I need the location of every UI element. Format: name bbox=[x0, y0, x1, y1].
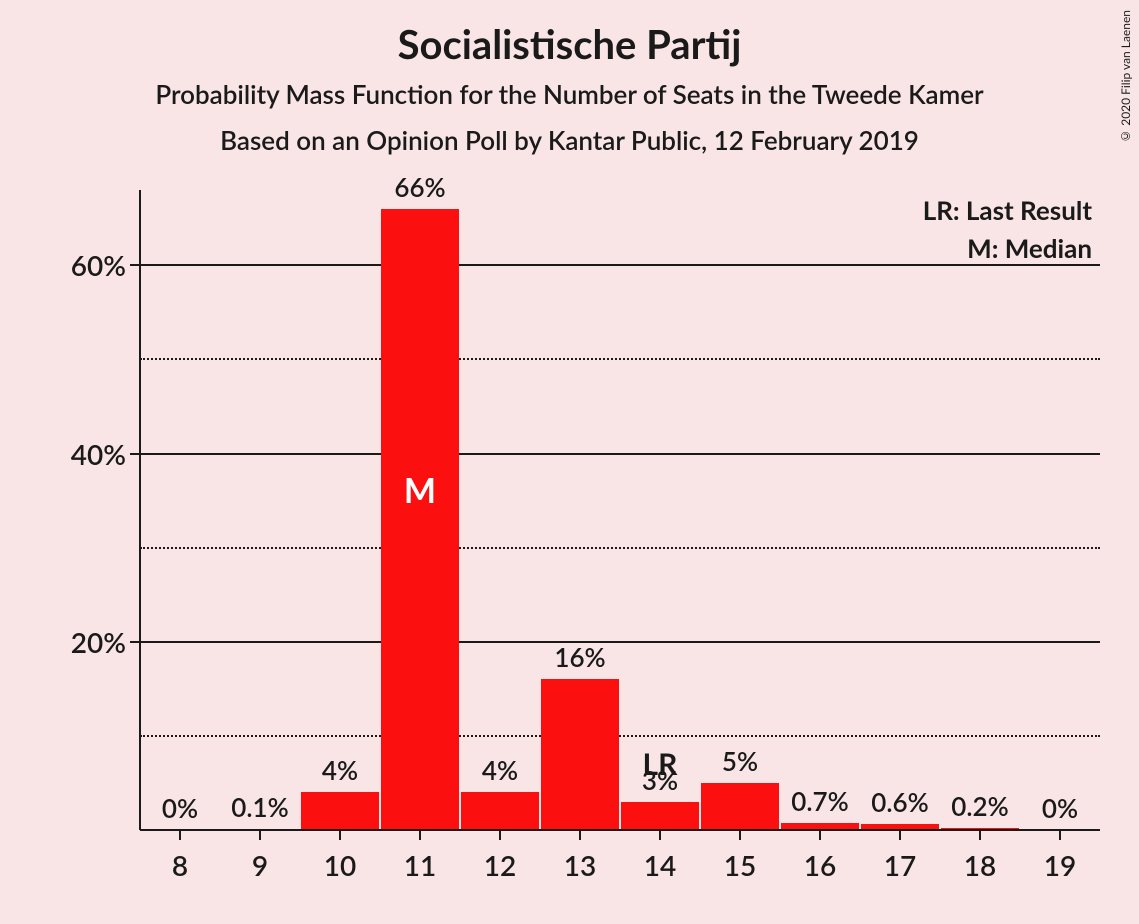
bar-value-label: 4% bbox=[482, 754, 518, 786]
bar bbox=[381, 209, 459, 830]
x-tick-label: 8 bbox=[172, 830, 188, 882]
bar bbox=[301, 792, 379, 830]
x-tick-label: 19 bbox=[1044, 830, 1076, 882]
x-tick-label: 18 bbox=[964, 830, 996, 882]
chart-subtitle-1: Probability Mass Function for the Number… bbox=[0, 78, 1139, 110]
x-tick-label: 11 bbox=[404, 830, 436, 882]
x-tick-label: 13 bbox=[564, 830, 596, 882]
copyright-text: © 2020 Filip van Laenen bbox=[1118, 10, 1133, 144]
legend-lr: LR: Last Result bbox=[923, 194, 1092, 226]
bar-value-label: 0.6% bbox=[871, 786, 928, 818]
plot-area: 20%40%60%0%0.1%4%66%M4%16%3%LR5%0.7%0.6%… bbox=[140, 190, 1100, 830]
gridline-minor bbox=[140, 735, 1100, 737]
chart-title: Socialistische Partij bbox=[0, 20, 1139, 68]
lr-marker-label: LR bbox=[643, 746, 678, 782]
bar-value-label: 0.2% bbox=[951, 790, 1008, 822]
bar-value-label: 66% bbox=[394, 171, 445, 203]
y-tick-label: 20% bbox=[71, 625, 140, 659]
x-tick-label: 12 bbox=[484, 830, 516, 882]
bar bbox=[541, 679, 619, 830]
chart-subtitle-2: Based on an Opinion Poll by Kantar Publi… bbox=[0, 124, 1139, 156]
legend-m: M: Median bbox=[967, 232, 1092, 264]
bar-value-label: 0.1% bbox=[231, 791, 288, 823]
y-axis-line bbox=[139, 190, 141, 830]
bar-value-label: 4% bbox=[322, 754, 358, 786]
gridline-major bbox=[140, 641, 1100, 643]
bar bbox=[621, 802, 699, 830]
median-marker-label: M bbox=[404, 470, 436, 511]
bar bbox=[461, 792, 539, 830]
y-tick-label: 40% bbox=[71, 437, 140, 471]
gridline-minor bbox=[140, 547, 1100, 549]
x-tick-label: 14 bbox=[644, 830, 676, 882]
bar-value-label: 0% bbox=[162, 792, 198, 824]
bar bbox=[701, 783, 779, 830]
x-tick-label: 9 bbox=[252, 830, 268, 882]
y-tick-label: 60% bbox=[71, 248, 140, 282]
gridline-major bbox=[140, 453, 1100, 455]
bar-value-label: 0% bbox=[1042, 792, 1078, 824]
x-axis-line bbox=[140, 829, 1100, 831]
x-tick-label: 10 bbox=[324, 830, 356, 882]
x-tick-label: 16 bbox=[804, 830, 836, 882]
gridline-minor bbox=[140, 358, 1100, 360]
bar-value-label: 0.7% bbox=[791, 785, 848, 817]
x-tick-label: 15 bbox=[724, 830, 756, 882]
bar-value-label: 5% bbox=[722, 745, 758, 777]
gridline-major bbox=[140, 264, 1100, 266]
x-tick-label: 17 bbox=[884, 830, 916, 882]
chart-container: Socialistische Partij Probability Mass F… bbox=[0, 0, 1139, 924]
bar-value-label: 16% bbox=[554, 641, 605, 673]
